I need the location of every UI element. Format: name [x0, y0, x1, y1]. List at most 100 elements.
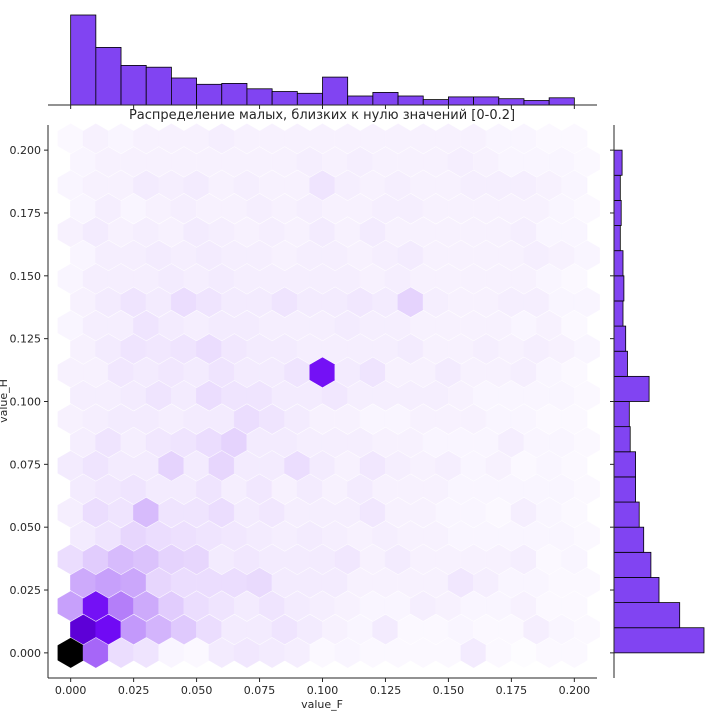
y-tick-label: 0.175 [10, 207, 42, 220]
hexbin-cell [158, 450, 185, 481]
marginal-y-bar [613, 451, 637, 478]
hexbin-cell [57, 217, 84, 248]
marginal-x-bar [523, 100, 550, 106]
marginal-y-bar [613, 476, 637, 503]
marginal-x-bar [221, 83, 248, 106]
marginal-x-bar [95, 47, 122, 106]
marginal-y-bar [613, 325, 627, 352]
x-tick-label: 0.050 [181, 684, 213, 697]
marginal-y-bar [613, 225, 621, 252]
hexbin-cell [158, 170, 185, 201]
hexbin-cell [158, 591, 185, 622]
y-tick-label: 0.200 [10, 144, 42, 157]
marginal-x-bar [296, 92, 323, 106]
hexbin-cell [561, 544, 588, 575]
marginal-x-bar [271, 91, 298, 106]
hexbin-cell [573, 333, 600, 365]
hexbin-cell [57, 497, 84, 528]
marginal-x-bar [322, 76, 349, 106]
hexbin-cell [309, 544, 336, 575]
hexbin-cell [57, 170, 84, 201]
marginal-y-histogram [610, 125, 705, 678]
hexbin-cell [57, 450, 84, 481]
hexbin-cell [309, 404, 336, 435]
marginal-y-bar [613, 551, 652, 578]
x-tick-label: 0.150 [433, 684, 465, 697]
x-tick-label: 0.100 [307, 684, 339, 697]
hexbin-cell [573, 614, 600, 645]
hexbin-cell [158, 123, 185, 154]
marginal-x-bar [246, 88, 273, 106]
hexbin-cell [309, 637, 336, 668]
hexbin-cell [573, 240, 600, 271]
y-tick-label: 0.125 [10, 333, 42, 346]
hexbin-cell [57, 637, 84, 668]
hexbin-cell [573, 193, 600, 224]
y-tick-label: 0.000 [10, 647, 42, 660]
marginal-x-bar [473, 96, 500, 106]
hexbin-cell [561, 357, 588, 388]
y-tick-label: 0.050 [10, 521, 42, 534]
marginal-y-bar [613, 200, 622, 226]
y-tick-label: 0.075 [10, 458, 42, 471]
hexbin-cell [460, 637, 487, 668]
axes-layer: 0.000 0.025 0.050 0.075 0.100 0.125 0.150 0.175… [10, 125, 597, 697]
hexbin-cell [573, 474, 600, 505]
hexbin-cell [309, 263, 336, 294]
marginal-y-bar [613, 149, 623, 176]
hexbin-cell [309, 450, 336, 481]
hexbin-cell [561, 217, 588, 248]
marginal-y-bar [613, 174, 621, 201]
hexbin-cell [460, 591, 487, 622]
hexbin-layer [57, 123, 600, 668]
hexbin-cell [573, 520, 600, 552]
hexbin-cell [561, 497, 588, 528]
marginal-x-histogram [48, 14, 597, 109]
hexbin-cell [57, 310, 84, 341]
x-axis-label: value_F [301, 698, 343, 711]
marginal-y-bar [613, 602, 681, 629]
y-axis-label: value_H [0, 379, 10, 423]
y-tick-label: 0.100 [10, 396, 42, 409]
marginal-y-bar [613, 426, 631, 453]
marginal-x-bar [347, 95, 374, 106]
hexbin-cell [57, 357, 84, 388]
marginal-y-bar [613, 300, 624, 327]
marginal-y-bar [613, 275, 625, 302]
marginal-y-bar [613, 350, 628, 377]
marginal-x-bar [196, 83, 223, 106]
hexbin-cell [57, 404, 84, 435]
hexbin-cell [460, 357, 487, 388]
hexbin-cell [158, 497, 185, 528]
marginal-y-bar [613, 401, 630, 428]
hexbin-cell [158, 263, 185, 294]
marginal-x-bar [397, 95, 424, 106]
marginal-x-bar [145, 66, 172, 106]
hexbin-cell [309, 123, 336, 154]
hexbin-cell [573, 146, 600, 178]
y-tick-label: 0.150 [10, 270, 42, 283]
marginal-x-bar [70, 14, 97, 106]
marginal-x-bar [498, 98, 525, 106]
hexbin-cell [158, 357, 185, 388]
hexbin-cell [57, 123, 84, 154]
x-tick-label: 0.175 [496, 684, 528, 697]
hexbin-cell [57, 591, 84, 622]
hexbin-cell [561, 637, 588, 668]
hexbin-cell [561, 310, 588, 341]
marginal-y-bar [613, 577, 660, 603]
hexbin-cell [561, 263, 588, 294]
hexbin-cell [460, 123, 487, 154]
marginal-x-bar [422, 99, 449, 106]
hexbin-cell [460, 450, 487, 481]
marginal-y-bar [613, 250, 624, 277]
marginal-x-bar [448, 96, 475, 106]
hexbin-cell [460, 170, 487, 201]
hexbin-cell [309, 357, 336, 388]
hexbin-cell [561, 450, 588, 481]
hexbin-cell [309, 170, 336, 201]
hexbin-cell [573, 567, 600, 598]
x-tick-label: 0.000 [55, 684, 87, 697]
hexbin-cell [561, 123, 588, 154]
